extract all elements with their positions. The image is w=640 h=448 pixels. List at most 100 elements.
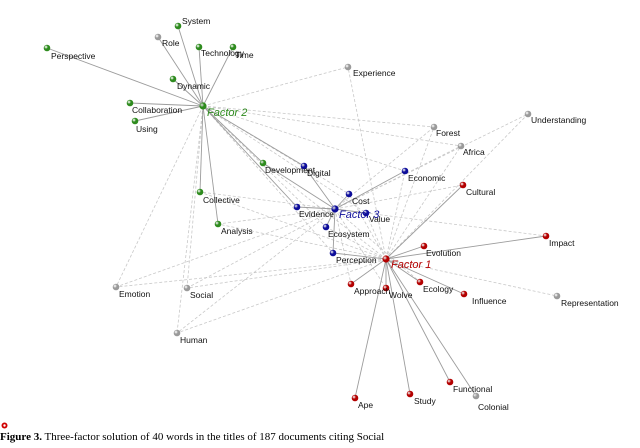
- edge-solid-f1-impact: [385, 235, 547, 260]
- node-label-africa: Africa: [463, 147, 485, 157]
- edge-dashed-f1-forest: [385, 126, 435, 260]
- edge-solid-f2-role: [157, 36, 204, 107]
- edge-dashed-f3-impact: [334, 208, 547, 237]
- edge-dashed-f3-cultural: [334, 184, 464, 210]
- edge-solid-f1-ecology: [385, 258, 421, 283]
- edge-dashed-f1-collective: [199, 191, 387, 260]
- edge-solid-f1-functional: [385, 258, 451, 383]
- node-human: [173, 329, 181, 337]
- factor-node-f2: [199, 102, 207, 110]
- node-label-collaboration: Collaboration: [132, 105, 182, 115]
- node-perspective: [43, 44, 51, 52]
- edge-solid-f2-using: [134, 105, 204, 122]
- node-label-economic: Economic: [408, 173, 446, 183]
- node-understanding: [524, 110, 532, 118]
- node-role: [154, 33, 162, 41]
- edge-dashed-f3-human: [176, 208, 336, 334]
- edge-dashed-f2-experience: [202, 66, 349, 107]
- edge-solid-f2-system: [177, 25, 204, 107]
- node-label-experience: Experience: [353, 68, 396, 78]
- node-label-ecology: Ecology: [423, 284, 454, 294]
- edge-dashed-f3-collective: [199, 191, 336, 210]
- node-using: [131, 117, 139, 125]
- edge-solid-f3-economic: [334, 170, 406, 210]
- node-economic: [401, 167, 409, 175]
- node-ecosystem: [322, 223, 330, 231]
- edge-dashed-f1-development: [262, 162, 387, 260]
- edge-solid-f1-perception: [332, 252, 387, 260]
- edge-dashed-f1-ecosystem: [325, 226, 387, 260]
- edge-solid-f1-colonial: [385, 258, 477, 397]
- nodes-layer: [43, 22, 561, 402]
- node-label-wolve: Wolve: [389, 290, 413, 300]
- node-dynamic: [169, 75, 177, 83]
- node-label-impact: Impact: [549, 238, 575, 248]
- edge-dashed-f2-social: [186, 105, 204, 289]
- edge-dashed-f1-human: [176, 258, 387, 334]
- node-label-development: Development: [265, 165, 316, 175]
- node-label-evidence: Evidence: [299, 209, 334, 219]
- edge-solid-f2-dynamic: [172, 78, 204, 107]
- edge-solid-f2-perspective: [46, 47, 204, 107]
- edge-dashed-f1-economic: [385, 170, 406, 260]
- node-influence: [460, 290, 468, 298]
- edge-dashed-f2-ecosystem: [202, 105, 327, 228]
- corner-marker-icon: [1, 422, 8, 429]
- node-perception: [329, 249, 337, 257]
- node-label-technology: Technology: [201, 48, 245, 58]
- node-label-using: Using: [136, 124, 158, 134]
- edge-dashed-f2-africa: [202, 105, 462, 147]
- edge-solid-f2-technology: [198, 46, 204, 107]
- node-cultural: [459, 181, 467, 189]
- node-collaboration: [126, 99, 134, 107]
- edge-dashed-f3-social: [186, 208, 336, 289]
- edge-dashed-f1-social: [186, 258, 387, 289]
- node-evolution: [420, 242, 428, 250]
- node-label-human: Human: [180, 335, 208, 345]
- edge-dashed-f1-understanding: [385, 113, 529, 260]
- edge-dashed-f3-wolve: [334, 208, 387, 289]
- node-label-representation: Representation: [561, 298, 619, 308]
- node-label-perception: Perception: [336, 255, 377, 265]
- node-cost: [345, 190, 353, 198]
- node-label-colonial: Colonial: [478, 402, 509, 412]
- node-label-value: Value: [369, 214, 390, 224]
- node-analysis: [214, 220, 222, 228]
- node-time: [229, 43, 237, 51]
- node-label-perspective: Perspective: [51, 51, 96, 61]
- node-collective: [196, 188, 204, 196]
- node-functional: [446, 378, 454, 386]
- edge-dashed-f3-ecology: [334, 208, 421, 283]
- edge-solid-f2-evidence: [202, 105, 298, 208]
- edge-dashed-f1-africa: [385, 145, 462, 260]
- edge-dashed-f3-africa: [334, 145, 462, 210]
- factor-label-f1: Factor 1: [391, 259, 431, 271]
- edge-dashed-f3-emotion: [115, 208, 336, 288]
- edges-layer: [46, 25, 558, 399]
- node-technology: [195, 43, 203, 51]
- edge-solid-f3-digital: [303, 165, 336, 210]
- node-experience: [344, 63, 352, 71]
- node-label-emotion: Emotion: [119, 289, 150, 299]
- edge-solid-f3-development: [262, 162, 336, 210]
- node-africa: [457, 142, 465, 150]
- edge-solid-f2-collective: [199, 105, 204, 193]
- node-label-approach: Approach: [354, 286, 391, 296]
- node-label-analysis: Analysis: [221, 226, 253, 236]
- node-label-functional: Functional: [453, 384, 492, 394]
- edge-solid-f2-digital: [202, 105, 305, 167]
- factor-node-f3: [331, 205, 339, 213]
- edge-solid-f2-time: [202, 46, 234, 107]
- node-approach: [347, 280, 355, 288]
- node-system: [174, 22, 182, 30]
- node-development: [259, 159, 267, 167]
- edge-dashed-f2-perception: [202, 105, 334, 254]
- node-label-cultural: Cultural: [466, 187, 495, 197]
- node-label-forest: Forest: [436, 128, 461, 138]
- node-label-social: Social: [190, 290, 213, 300]
- edge-dashed-f1-emotion: [115, 258, 387, 288]
- edge-solid-f2-analysis: [202, 105, 219, 225]
- edge-solid-f3-perception: [332, 208, 336, 254]
